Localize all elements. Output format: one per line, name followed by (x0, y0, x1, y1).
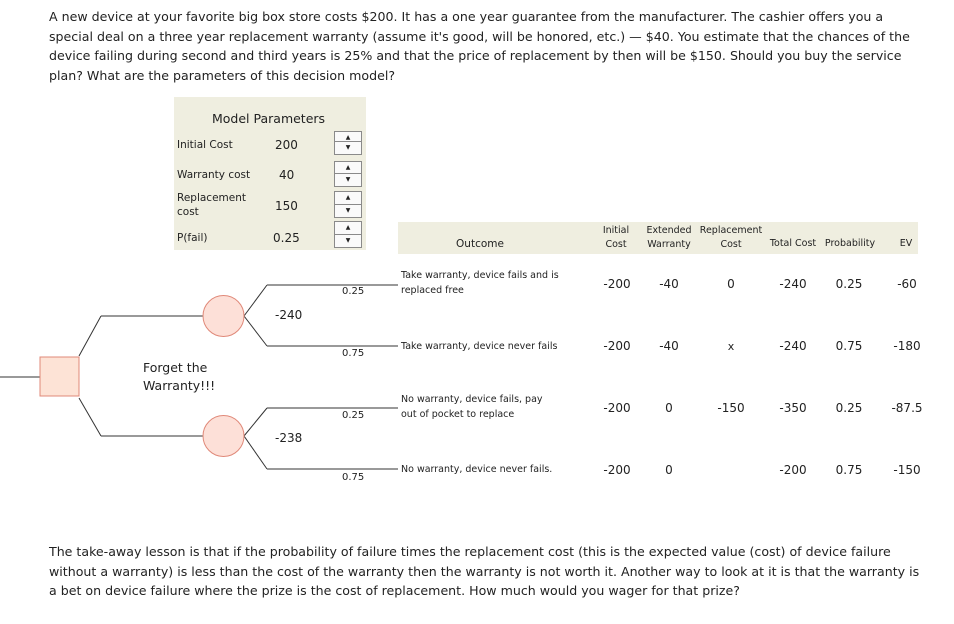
header-extended-line1: Extended (646, 225, 692, 236)
initial-cost-spinner-down[interactable]: ▼ (334, 141, 362, 155)
branch-probability-2: 0.75 (342, 348, 365, 359)
initial-cost-label: Initial Cost (177, 139, 233, 151)
row-2-replacement: x (727, 340, 735, 353)
row-1-ev: -60 (897, 277, 917, 291)
header-ev: EV (899, 238, 913, 249)
initial-cost-value: 200 (275, 138, 298, 152)
branch-probability-1: 0.25 (342, 286, 365, 297)
row-2-total: -240 (779, 339, 807, 353)
replacement-label-line1: Replacement (177, 192, 246, 204)
row-2-initial: -200 (603, 339, 631, 353)
decision-label-line2: Warranty!!! (143, 378, 216, 393)
row-4-ev: -150 (893, 463, 921, 477)
header-probability: Probability (824, 238, 876, 249)
row-3-total: -350 (779, 401, 807, 415)
header-initial-line2: Cost (605, 239, 627, 250)
row-1-total: -240 (779, 277, 807, 291)
replacement-label-line2: cost (177, 206, 199, 218)
replacement-cost-value: 150 (275, 199, 298, 213)
outcome-header-band (398, 222, 918, 254)
row-1-initial: -200 (603, 277, 631, 291)
row-4-total: -200 (779, 463, 807, 477)
row-3-initial: -200 (603, 401, 631, 415)
warranty-cost-value: 40 (279, 168, 295, 182)
decision-label-line1: Forget the (143, 360, 208, 375)
row-2-probability: 0.75 (835, 339, 863, 353)
header-total-cost: Total Cost (769, 238, 817, 249)
replacement-cost-label: Replacement cost (177, 191, 246, 219)
header-initial-cost: Initial Cost (596, 224, 636, 252)
table-row-4-outcome: No warranty, device never fails. (401, 462, 552, 477)
node-value-top: -240 (275, 308, 303, 322)
header-extended-warranty: Extended Warranty (642, 224, 696, 252)
row-1-outcome-line2: replaced free (401, 285, 464, 296)
lesson-text: The take-away lesson is that if the prob… (49, 544, 920, 598)
row-1-extended: -40 (659, 277, 679, 291)
row-3-ev: -87.5 (891, 401, 923, 415)
header-replacement-line1: Replacement (699, 225, 763, 236)
branch-probability-4: 0.75 (342, 472, 365, 483)
header-extended-line2: Warranty (647, 239, 691, 250)
table-row-1-outcome: Take warranty, device fails and is repla… (401, 268, 559, 298)
row-4-extended: 0 (665, 463, 673, 477)
warranty-cost-spinner-down[interactable]: ▼ (334, 173, 362, 187)
table-row-3-outcome: No warranty, device fails, pay out of po… (401, 392, 543, 422)
header-replacement-line2: Cost (720, 239, 742, 250)
row-1-outcome-line1: Take warranty, device fails and is (401, 270, 559, 281)
row-3-outcome-line2: out of pocket to replace (401, 409, 515, 420)
pfail-spinner-down[interactable]: ▼ (334, 234, 362, 248)
table-row-2-outcome: Take warranty, device never fails (401, 339, 557, 354)
row-1-probability: 0.25 (835, 277, 863, 291)
model-parameters-panel: Model Parameters Initial Cost 200 Warran… (174, 97, 366, 250)
row-2-ev: -180 (893, 339, 921, 353)
header-initial-line1: Initial (602, 225, 630, 236)
problem-text: A new device at your favorite big box st… (49, 9, 910, 83)
row-3-probability: 0.25 (835, 401, 863, 415)
decision-node (39, 356, 80, 397)
pfail-value: 0.25 (273, 231, 300, 245)
row-4-probability: 0.75 (835, 463, 863, 477)
header-outcome: Outcome (456, 238, 504, 250)
row-3-extended: 0 (665, 401, 673, 415)
branch-probability-3: 0.25 (342, 410, 365, 421)
row-4-initial: -200 (603, 463, 631, 477)
params-title: Model Parameters (212, 111, 326, 126)
row-4-outcome-line1: No warranty, device never fails. (401, 464, 553, 475)
chance-node-no-warranty (202, 415, 245, 457)
replacement-cost-spinner-down[interactable]: ▼ (334, 204, 362, 218)
warranty-cost-label: Warranty cost (177, 169, 251, 181)
row-2-outcome-line1: Take warranty, device never fails (401, 341, 558, 352)
row-3-outcome-line1: No warranty, device fails, pay (401, 394, 543, 405)
pfail-label: P(fail) (177, 232, 208, 244)
header-replacement-cost: Replacement Cost (697, 224, 765, 252)
chance-node-warranty (202, 295, 245, 337)
row-3-replacement: -150 (717, 401, 745, 415)
node-value-bottom: -238 (275, 431, 303, 445)
decision-label: Forget the Warranty!!! (143, 359, 215, 395)
row-2-extended: -40 (659, 339, 679, 353)
row-1-replacement: 0 (727, 277, 735, 291)
